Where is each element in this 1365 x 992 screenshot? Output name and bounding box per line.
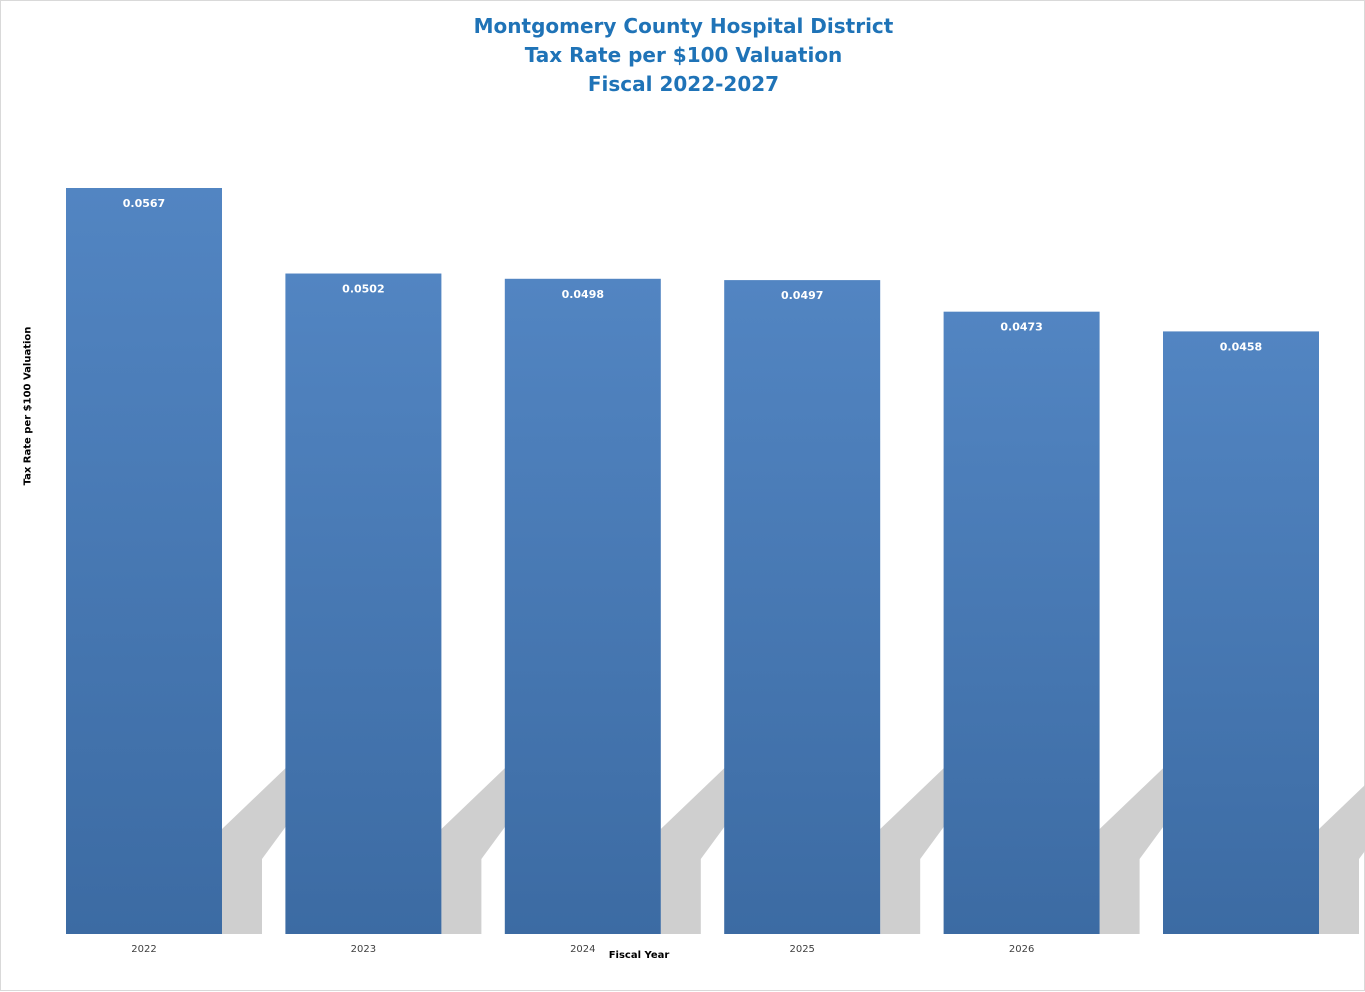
x-tick-label: 2025 [789,944,814,955]
data-label: 0.0498 [562,288,604,301]
x-tick-label: 2026 [1009,944,1034,955]
data-label: 0.0502 [342,283,384,296]
bar-2024 [504,278,661,934]
x-tick-label: 2022 [131,944,156,955]
x-tick-label: 2024 [570,944,595,955]
data-label: 0.0567 [123,197,165,210]
data-label: 0.0473 [1000,321,1042,334]
x-tick-label: 2023 [351,944,376,955]
bar-fy-final [1163,331,1319,934]
chart-title-line-2: Tax Rate per $100 Valuation [524,43,843,67]
bar-2022 [66,188,222,934]
bar-2023 [285,273,442,935]
chart-title-line-1: Montgomery County Hospital District [473,14,894,38]
bar-shadow [1319,784,1365,934]
bar-2025 [724,280,881,934]
x-axis-label: Fiscal Year [608,950,670,961]
data-label: 0.0458 [1220,340,1262,353]
chart-title-line-3: Fiscal 2022-2027 [587,72,780,96]
bar-2026 [943,311,1100,934]
data-label: 0.0497 [781,289,823,302]
